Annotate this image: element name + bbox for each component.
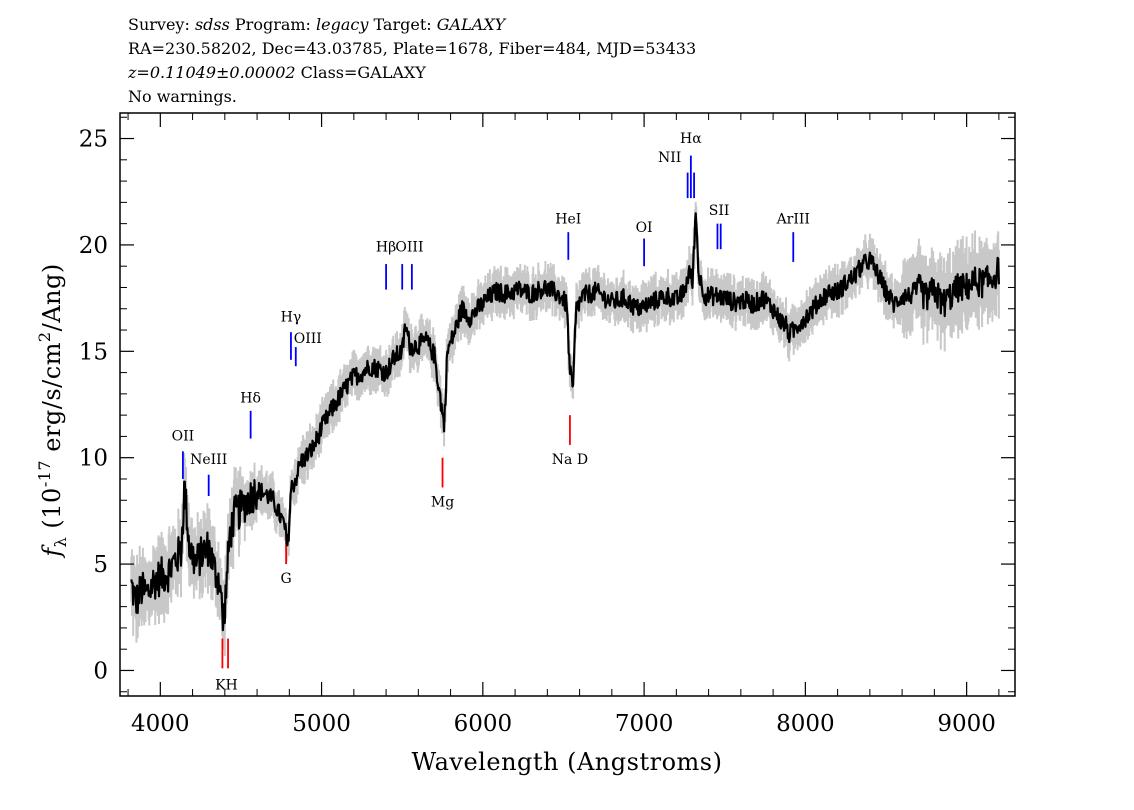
y-tick-label: 5	[93, 552, 108, 578]
header-line-redshift: z=0.11049±0.00002 Class=GALAXY	[128, 61, 696, 85]
emission-line-label: Hβ	[376, 239, 396, 255]
y-tick-label: 20	[79, 233, 108, 259]
x-axis-title: Wavelength (Angstroms)	[412, 748, 723, 776]
program-label: Program:	[229, 15, 317, 34]
survey-label: Survey:	[128, 15, 195, 34]
y-tick-label: 0	[93, 658, 108, 684]
emission-line-label: OIII	[294, 331, 322, 347]
y-tick-label: 15	[79, 339, 108, 365]
spectrum-line	[130, 212, 1000, 632]
emission-line-label: SII	[709, 203, 730, 219]
error-band	[130, 201, 1000, 657]
emission-line-label: HeI	[555, 212, 581, 228]
emission-line-label: Hγ	[281, 310, 302, 326]
x-tick-label: 4000	[131, 711, 190, 737]
emission-line-label: ArIII	[776, 212, 810, 228]
absorption-line-label: KH	[215, 678, 238, 694]
redshift-value: z=0.11049±0.00002	[128, 63, 296, 82]
target-label: Target:	[368, 15, 437, 34]
axis-tick-labels: 4000 5000 6000 7000 8000 9000 0 5 10 15 20 25	[79, 127, 996, 737]
spectrum-header: Survey: sdss Program: legacy Target: GAL…	[128, 13, 696, 109]
axis-ticks	[120, 113, 1015, 696]
x-tick-label: 9000	[937, 711, 996, 737]
y-tick-label: 25	[79, 127, 108, 153]
error-band-path	[130, 201, 1000, 657]
emission-line-label: NeIII	[190, 452, 227, 468]
emission-line-label: OIII	[395, 239, 423, 255]
header-line-survey: Survey: sdss Program: legacy Target: GAL…	[128, 13, 696, 37]
x-tick-label: 7000	[615, 711, 674, 737]
emission-line-label: NII	[658, 150, 681, 166]
absorption-line-label: Na D	[552, 452, 588, 468]
x-tick-label: 8000	[776, 711, 835, 737]
target-value: GALAXY	[436, 15, 506, 34]
survey-value: sdss	[194, 15, 230, 34]
svg-text:fλ (10-17 erg/s/cm2/Ang): fλ (10-17 erg/s/cm2/Ang)	[35, 263, 70, 558]
absorption-line-label: Mg	[431, 495, 454, 511]
emission-line-label: OII	[172, 429, 195, 445]
program-value: legacy	[316, 15, 369, 34]
emission-line-label: OI	[636, 220, 653, 236]
class-value: Class=GALAXY	[295, 63, 426, 82]
emission-line-label: Hα	[680, 131, 702, 147]
emission-line-label: Hδ	[240, 390, 261, 406]
x-tick-label: 6000	[454, 711, 513, 737]
header-line-coordinates: RA=230.58202, Dec=43.03785, Plate=1678, …	[128, 39, 697, 58]
y-tick-label: 10	[79, 446, 108, 472]
absorption-line-label: G	[281, 571, 292, 587]
y-axis-title: fλ (10-17 erg/s/cm2/Ang)	[35, 263, 70, 558]
x-tick-label: 5000	[292, 711, 351, 737]
header-line-warnings: No warnings.	[128, 87, 237, 106]
plot-frame	[119, 112, 1016, 697]
